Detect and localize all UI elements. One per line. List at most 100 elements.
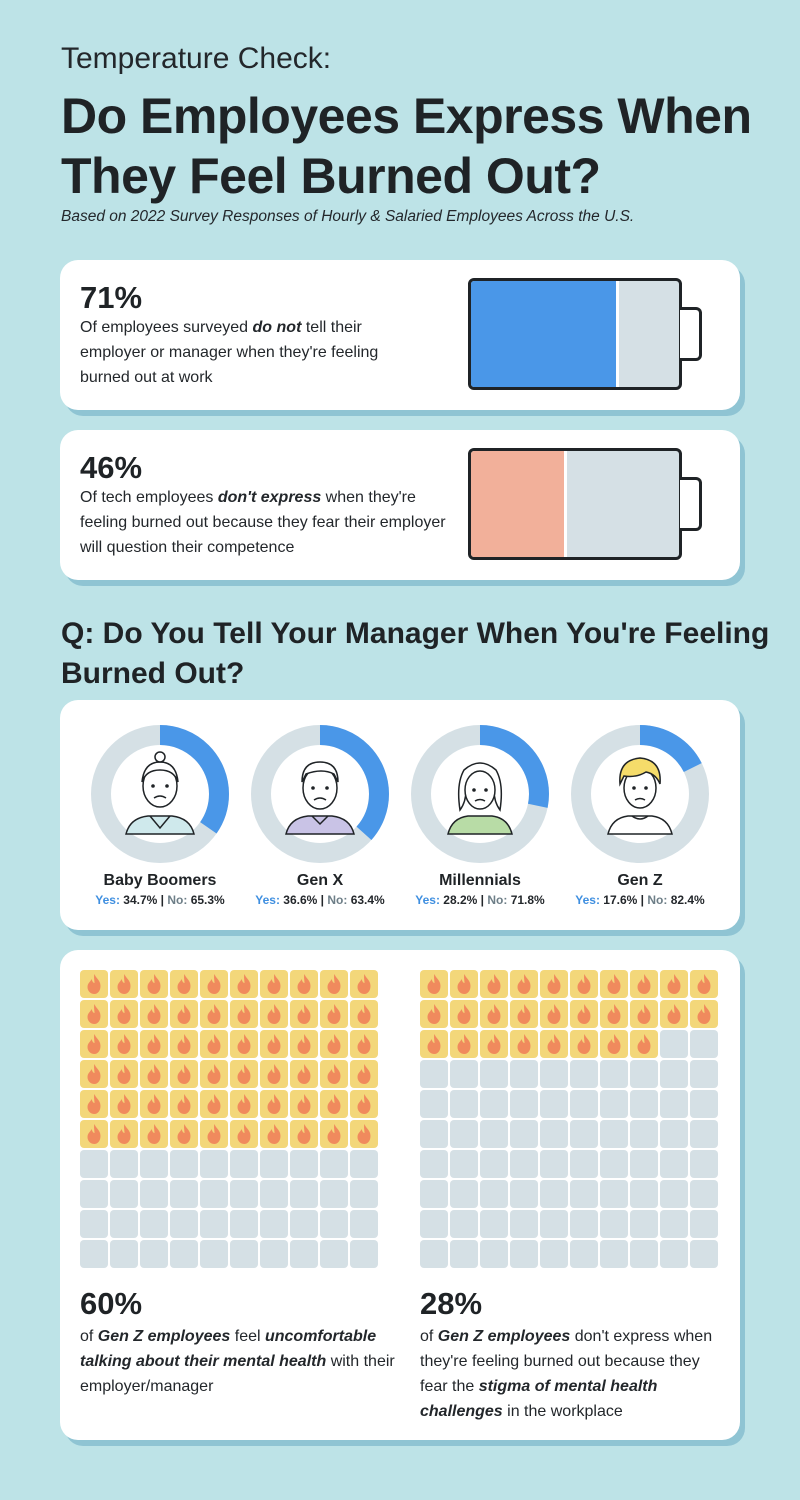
empty-cell: [320, 1210, 348, 1238]
empty-cell: [480, 1240, 508, 1268]
battery-gauge: [468, 448, 682, 560]
empty-cell: [450, 1120, 478, 1148]
donut-chart: [251, 725, 389, 863]
flame-icon: [237, 974, 251, 994]
flame-icon: [427, 1034, 441, 1054]
empty-cell: [570, 1210, 598, 1238]
fire-cell: [230, 1090, 258, 1118]
flame-icon: [267, 1034, 281, 1054]
stat-emphasis: do not: [252, 319, 302, 336]
empty-cell: [230, 1210, 258, 1238]
stat-description: Of tech employees don't express when the…: [80, 485, 450, 560]
section-title: Q: Do You Tell Your Manager When You're …: [61, 617, 770, 690]
fire-cell: [110, 1090, 138, 1118]
generation-stats: Yes: 28.2% | No: 71.8%: [400, 893, 560, 907]
empty-cell: [690, 1030, 718, 1058]
flame-icon: [357, 1004, 371, 1024]
flame-icon: [147, 1064, 161, 1084]
flame-icon: [177, 974, 191, 994]
fire-cell: [200, 1090, 228, 1118]
empty-cell: [690, 1060, 718, 1088]
fire-cell: [480, 1030, 508, 1058]
flame-icon: [207, 1004, 221, 1024]
fire-cell: [80, 1120, 108, 1148]
empty-cell: [690, 1210, 718, 1238]
fire-cell: [200, 1030, 228, 1058]
flame-icon: [487, 1004, 501, 1024]
yes-value: 34.7%: [123, 893, 158, 907]
flame-icon: [117, 1034, 131, 1054]
fire-cell: [450, 1000, 478, 1028]
empty-cell: [260, 1180, 288, 1208]
empty-cell: [230, 1240, 258, 1268]
stat-text-after: tell their employer or manager when they…: [80, 319, 379, 386]
baby-boomer-avatar-icon: [114, 748, 206, 840]
flame-icon: [177, 1094, 191, 1114]
fire-cell: [450, 970, 478, 998]
empty-cell: [420, 1090, 448, 1118]
no-value: 63.4%: [350, 893, 385, 907]
empty-cell: [540, 1060, 568, 1088]
fire-cell: [630, 970, 658, 998]
empty-cell: [420, 1120, 448, 1148]
pretitle: Temperature Check:: [61, 42, 332, 75]
empty-cell: [540, 1240, 568, 1268]
stat-text-after: when they're feeling burned out because …: [80, 489, 446, 556]
generation-gen-z: Gen Z Yes: 17.6% | No: 82.4%: [560, 724, 720, 907]
empty-cell: [510, 1150, 538, 1178]
gen-z-avatar-icon: [594, 748, 686, 840]
separator: |: [160, 893, 165, 907]
flame-icon: [327, 1034, 341, 1054]
empty-cell: [450, 1240, 478, 1268]
fire-cell: [450, 1030, 478, 1058]
flame-icon: [457, 1004, 471, 1024]
empty-cell: [540, 1210, 568, 1238]
empty-cell: [570, 1150, 598, 1178]
fire-cell: [630, 1030, 658, 1058]
flame-icon: [207, 1064, 221, 1084]
fire-cell: [80, 1090, 108, 1118]
empty-cell: [660, 1120, 688, 1148]
fire-cell: [660, 970, 688, 998]
empty-cell: [570, 1240, 598, 1268]
fire-cell: [140, 1000, 168, 1028]
flame-icon: [207, 1124, 221, 1144]
fire-cell: [350, 1060, 378, 1088]
fire-cell: [110, 1030, 138, 1058]
separator: |: [480, 893, 485, 907]
flame-icon: [607, 1004, 621, 1024]
flame-icon: [87, 1124, 101, 1144]
empty-cell: [630, 1210, 658, 1238]
flame-icon: [177, 1004, 191, 1024]
empty-cell: [510, 1120, 538, 1148]
fire-cell: [170, 970, 198, 998]
empty-cell: [260, 1210, 288, 1238]
flame-icon: [517, 1004, 531, 1024]
millennial-avatar-icon: [434, 748, 526, 840]
empty-cell: [480, 1180, 508, 1208]
donut-yes-arc: [91, 725, 229, 863]
empty-cell: [600, 1180, 628, 1208]
empty-cell: [450, 1060, 478, 1088]
empty-cell: [350, 1240, 378, 1268]
emphasis-text: Gen Z employees: [437, 1328, 571, 1345]
flame-icon: [237, 1064, 251, 1084]
flame-icon: [577, 1004, 591, 1024]
flame-icon: [327, 974, 341, 994]
gen-z-stat-value: 28%: [420, 1286, 483, 1321]
flame-icon: [427, 1004, 441, 1024]
fire-cell: [140, 1120, 168, 1148]
empty-cell: [510, 1240, 538, 1268]
empty-cell: [110, 1240, 138, 1268]
empty-cell: [170, 1210, 198, 1238]
empty-cell: [260, 1240, 288, 1268]
empty-cell: [140, 1180, 168, 1208]
fire-cell: [230, 1030, 258, 1058]
fire-cell: [420, 970, 448, 998]
fire-cell: [200, 970, 228, 998]
flame-icon: [457, 1034, 471, 1054]
battery-fill: [471, 281, 619, 387]
stat-value: 46%: [80, 450, 143, 485]
fire-cell: [230, 1000, 258, 1028]
empty-cell: [200, 1240, 228, 1268]
